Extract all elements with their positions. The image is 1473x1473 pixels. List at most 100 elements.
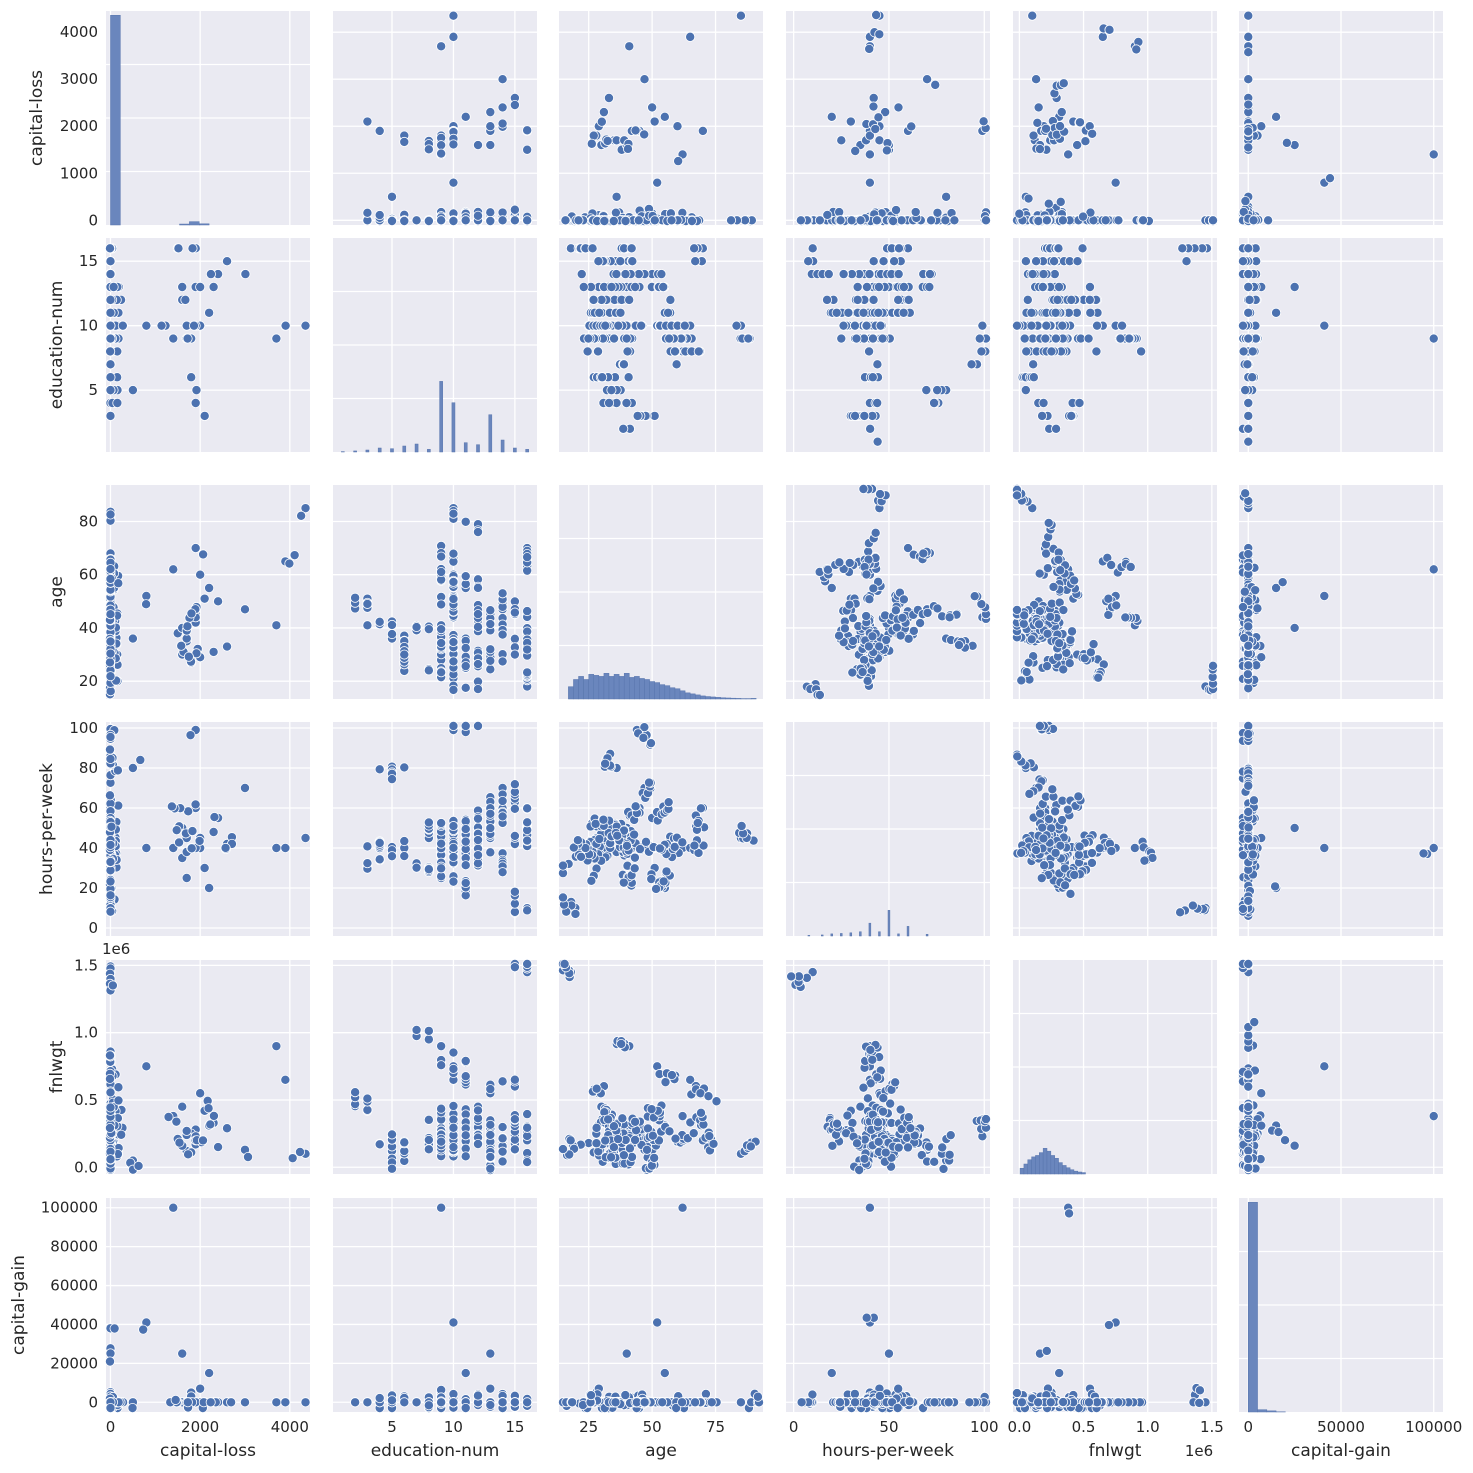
panel-age-vs-fnlwgt — [1012, 483, 1219, 699]
panel-background — [333, 11, 537, 225]
scatter-point — [460, 661, 471, 672]
scatter-point — [105, 385, 116, 396]
scatter-point — [599, 215, 610, 226]
scatter-point — [1110, 177, 1121, 188]
hist-bar — [525, 449, 529, 453]
scatter-point — [436, 567, 447, 578]
scatter-point — [240, 269, 251, 280]
scatter-point — [865, 423, 876, 434]
scatter-point — [859, 655, 870, 666]
scatter-point — [1242, 669, 1253, 680]
scatter-point — [220, 842, 231, 853]
scatter-point — [1058, 78, 1069, 89]
scatter-point — [1117, 320, 1128, 331]
scatter-point — [1208, 215, 1219, 226]
scatter-point — [1037, 281, 1048, 292]
scatter-point — [558, 892, 569, 903]
hist-bar — [603, 673, 610, 700]
panel-capital-loss-vs-education-num — [333, 10, 537, 226]
scatter-point — [1093, 672, 1104, 683]
scatter-point — [836, 135, 847, 146]
scatter-point — [423, 624, 434, 635]
hist-bar — [488, 414, 493, 453]
scatter-point — [423, 864, 434, 875]
scatter-point — [1243, 333, 1254, 344]
panel-capital-loss-vs-age — [559, 10, 763, 226]
hist-bar — [377, 447, 382, 453]
scatter-point — [867, 631, 878, 642]
panel-hours-per-week-vs-hours-per-week — [786, 722, 990, 937]
scatter-point — [659, 111, 670, 122]
scatter-point — [1243, 142, 1254, 153]
scatter-point — [195, 281, 206, 292]
scatter-point — [873, 112, 884, 123]
scatter-point — [1181, 256, 1192, 267]
hist-bar — [674, 688, 681, 700]
scatter-point — [485, 207, 496, 218]
scatter-point — [661, 866, 672, 877]
hist-bar — [735, 698, 742, 700]
scatter-point — [485, 140, 496, 151]
scatter-point — [558, 860, 569, 871]
y-tick-label: 0 — [88, 211, 98, 229]
scatter-point — [448, 31, 459, 42]
scatter-point — [918, 548, 929, 559]
scatter-point — [105, 636, 116, 647]
scatter-point — [497, 588, 508, 599]
scatter-point — [448, 637, 459, 648]
scatter-point — [1054, 638, 1065, 649]
scatter-point — [1074, 398, 1085, 409]
scatter-point — [679, 320, 690, 331]
scatter-point — [1032, 117, 1043, 128]
scatter-point — [1052, 294, 1063, 305]
scatter-point — [864, 149, 875, 160]
scatter-point — [222, 641, 233, 652]
scatter-point — [127, 385, 138, 396]
scatter-point — [1034, 619, 1045, 630]
scatter-point — [1243, 307, 1254, 318]
scatter-point — [596, 116, 607, 127]
scatter-point — [611, 191, 622, 202]
scatter-point — [473, 582, 484, 593]
scatter-point — [168, 333, 179, 344]
panel-background — [106, 722, 310, 936]
scatter-point — [485, 107, 496, 118]
scatter-point — [921, 385, 932, 396]
y-tick-label: 40 — [79, 619, 98, 637]
scatter-point — [191, 385, 202, 396]
scatter-point — [522, 644, 533, 655]
scatter-point — [1243, 410, 1254, 421]
scatter-point — [1083, 333, 1094, 344]
scatter-point — [1106, 559, 1117, 570]
scatter-point — [743, 333, 754, 344]
scatter-point — [1042, 628, 1053, 639]
scatter-point — [180, 294, 191, 305]
scatter-point — [1138, 215, 1149, 226]
hist-bar — [689, 693, 696, 700]
scatter-point — [1057, 215, 1068, 226]
scatter-point — [845, 116, 856, 127]
scatter-point — [1037, 410, 1048, 421]
scatter-point — [208, 827, 219, 838]
scatter-point — [672, 121, 683, 132]
scatter-point — [105, 320, 116, 331]
scatter-point — [578, 281, 589, 292]
panel-capital-loss-vs-capital-loss — [106, 11, 310, 226]
panel-hours-per-week-vs-education-num — [333, 721, 537, 936]
hist-bar — [568, 686, 574, 700]
hist-bar — [179, 223, 190, 226]
scatter-point — [851, 333, 862, 344]
scatter-point — [831, 307, 842, 318]
scatter-point — [362, 620, 373, 631]
scatter-point — [1021, 667, 1032, 678]
scatter-point — [612, 830, 623, 841]
scatter-point — [198, 549, 209, 560]
hist-bar — [700, 695, 706, 700]
scatter-point — [1428, 564, 1439, 575]
hist-bar — [725, 697, 732, 700]
scatter-point — [618, 423, 629, 434]
scatter-point — [844, 599, 855, 610]
scatter-point — [1042, 661, 1053, 672]
scatter-point — [922, 607, 933, 618]
hist-bar — [849, 932, 853, 937]
